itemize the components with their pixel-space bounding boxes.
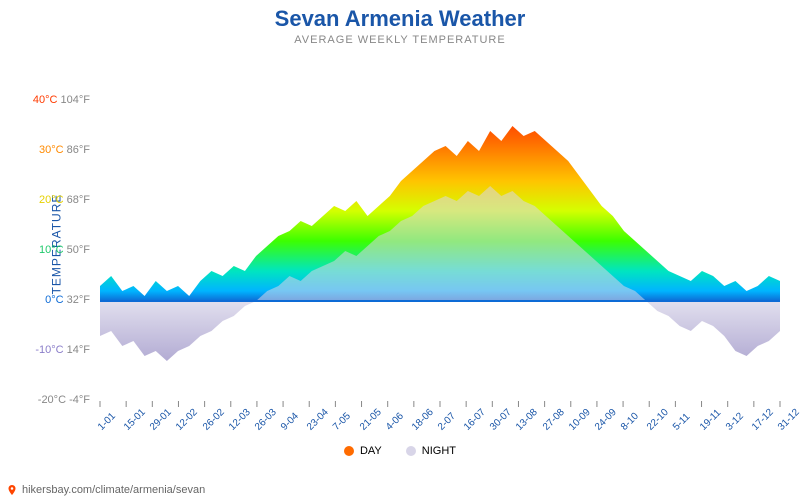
footer-url: hikersbay.com/climate/armenia/sevan <box>22 484 205 496</box>
y-tick: 30°C 86°F <box>0 144 90 156</box>
chart-subtitle: AVERAGE WEEKLY TEMPERATURE <box>0 34 800 46</box>
footer: hikersbay.com/climate/armenia/sevan <box>6 484 205 496</box>
temperature-plot <box>0 46 800 421</box>
chart-area: TEMPERATURE 40°C 104°F30°C 86°F20°C 68°F… <box>0 46 800 441</box>
chart-title: Sevan Armenia Weather <box>0 0 800 32</box>
y-tick: 20°C 68°F <box>0 194 90 206</box>
legend-day-label: DAY <box>360 445 382 457</box>
legend-day: DAY <box>344 445 382 457</box>
y-tick: 0°C 32°F <box>0 294 90 306</box>
legend-day-dot <box>344 446 354 456</box>
legend-night: NIGHT <box>406 445 456 457</box>
map-pin-icon <box>6 484 18 496</box>
y-tick: 40°C 104°F <box>0 94 90 106</box>
legend: DAY NIGHT <box>0 445 800 457</box>
y-tick: -10°C 14°F <box>0 344 90 356</box>
legend-night-dot <box>406 446 416 456</box>
y-tick: -20°C -4°F <box>0 394 90 406</box>
y-tick: 10°C 50°F <box>0 244 90 256</box>
legend-night-label: NIGHT <box>422 445 456 457</box>
